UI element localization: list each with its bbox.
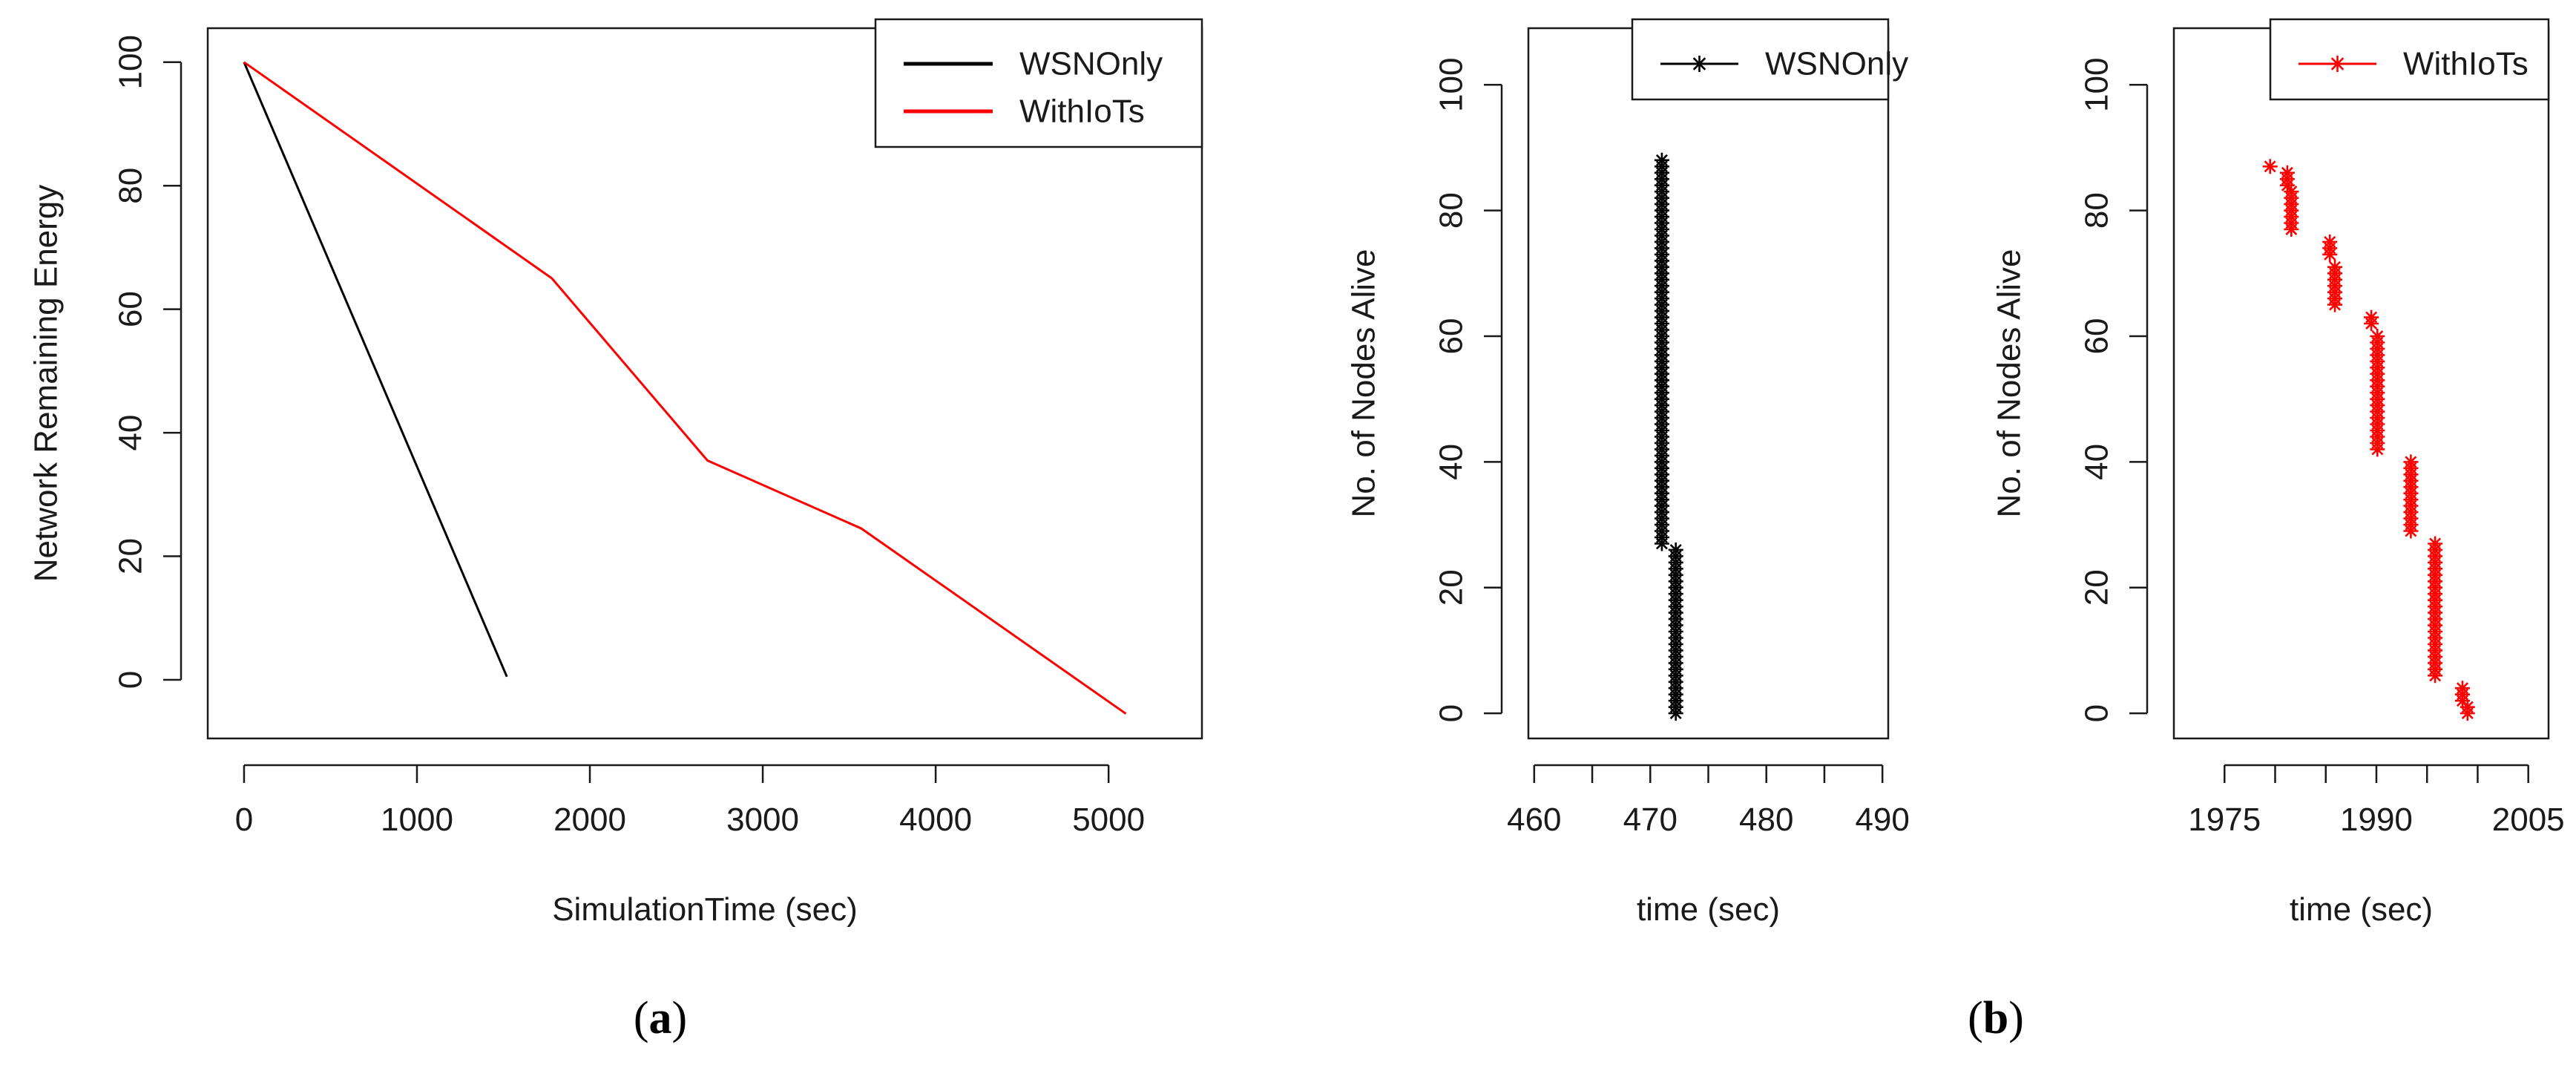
y-tick-label: 20: [1433, 569, 1470, 606]
x-axis: 0 1000 2000 3000 4000 5000 SimulationTime (sec…: [235, 764, 1145, 928]
panel-b-wsnonly-chart: 460 470 480 490 time (sec) 0 20 40 60 80 100 No. of…: [1346, 18, 1910, 928]
y-tick-label: 100: [1433, 58, 1470, 112]
caption-a: (a): [634, 993, 687, 1043]
legend-item-wsnonly: WSNOnly: [1660, 46, 1908, 82]
x-tick-label: 460: [1507, 802, 1561, 838]
y-axis-title: Network Remaining Energy: [28, 185, 65, 583]
y-axis: 0 20 40 60 80 100 No. of Nodes Alive: [1346, 58, 1503, 722]
y-axis-title: No. of Nodes Alive: [1991, 249, 2028, 518]
x-tick-label: 5000: [1072, 802, 1145, 838]
x-axis-title: time (sec): [2290, 891, 2433, 928]
x-tick-label: 1975: [2188, 802, 2261, 838]
x-axis: 460 470 480 490 time (sec): [1507, 764, 1910, 928]
legend: WithIoTs: [2269, 18, 2550, 101]
legend-label: WSNOnly: [1019, 46, 1163, 82]
series-wsnonly: [1654, 152, 1683, 721]
legend-label: WSNOnly: [1765, 46, 1908, 82]
y-tick-label: 40: [2079, 444, 2115, 480]
y-tick-label: 20: [113, 538, 149, 574]
legend-box: [1631, 18, 1890, 101]
y-tick-label: 80: [113, 168, 149, 204]
y-tick-label: 0: [2079, 704, 2115, 722]
x-tick-label: 2000: [553, 802, 626, 838]
x-tick-label: 2005: [2492, 802, 2565, 838]
x-axis-title: SimulationTime (sec): [552, 891, 858, 928]
legend-label: WithIoTs: [2403, 46, 2529, 82]
legend-box: [2269, 18, 2550, 101]
plot-frame: [2172, 27, 2550, 740]
y-tick-label: 100: [113, 35, 149, 89]
legend-label: WithIoTs: [1019, 94, 1145, 130]
plot-frame: [1527, 27, 1890, 740]
y-tick-label: 0: [113, 671, 149, 689]
x-tick-label: 0: [235, 802, 253, 838]
y-tick-label: 0: [1433, 704, 1470, 722]
series-withiots: [2262, 159, 2475, 721]
y-tick-label: 40: [113, 415, 149, 451]
series-line-wsnonly: [243, 62, 508, 678]
plot-frame: [206, 27, 1203, 740]
y-tick-label: 60: [2079, 318, 2115, 355]
y-tick-label: 80: [2079, 192, 2115, 229]
legend: WSNOnly WithIoTs: [874, 18, 1203, 148]
y-axis: 0 20 40 60 80 100 Network Remaining Energy: [28, 35, 183, 689]
legend-item-wsnonly: WSNOnly: [904, 46, 1163, 82]
x-tick-label: 490: [1855, 802, 1909, 838]
x-axis: 1975 1990 2005 time (sec): [2188, 764, 2565, 928]
series-line-withiots: [243, 61, 1127, 715]
y-axis: 0 20 40 60 80 100 No. of Nodes Alive: [1991, 58, 2149, 722]
y-tick-label: 80: [1433, 192, 1470, 229]
legend-item-withiots: WithIoTs: [2299, 46, 2529, 82]
y-axis-title: No. of Nodes Alive: [1346, 249, 1382, 518]
caption-a-letter: a: [649, 993, 672, 1043]
series-wsnonly: [243, 62, 508, 678]
caption-b-letter: b: [1983, 993, 2008, 1043]
x-tick-label: 1000: [381, 802, 453, 838]
series-withiots: [243, 61, 1127, 715]
legend-marker: [1691, 56, 1708, 72]
y-tick-label: 40: [1433, 444, 1470, 480]
x-axis-title: time (sec): [1637, 891, 1780, 928]
x-tick-label: 4000: [899, 802, 972, 838]
legend: WSNOnly: [1631, 18, 1908, 101]
legend-box: [874, 18, 1203, 148]
x-tick-label: 480: [1739, 802, 1793, 838]
caption-b: (b): [1968, 993, 2024, 1043]
y-tick-label: 100: [2079, 58, 2115, 112]
y-tick-label: 20: [2079, 569, 2115, 606]
y-tick-label: 60: [1433, 318, 1470, 355]
x-tick-label: 470: [1623, 802, 1678, 838]
x-tick-label: 1990: [2340, 802, 2413, 838]
legend-marker: [2329, 56, 2346, 72]
x-tick-label: 3000: [726, 802, 799, 838]
data-point: [2262, 159, 2278, 174]
legend-item-withiots: WithIoTs: [904, 94, 1145, 130]
panel-b-withiots-chart: 1975 1990 2005 time (sec) 0 20 40 60 80 100 No. of…: [1991, 18, 2565, 928]
y-tick-label: 60: [113, 291, 149, 327]
